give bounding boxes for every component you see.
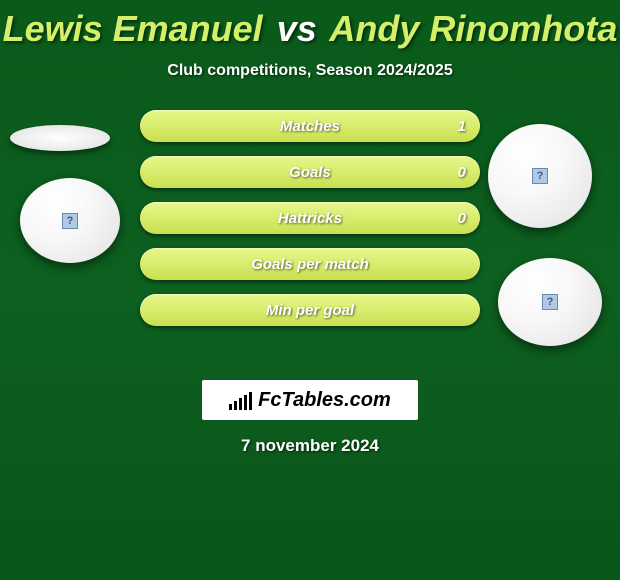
stats-area: Matches 1 Goals 0 Hattricks 0 Goals per … [0, 110, 620, 360]
stat-value-right: 0 [458, 210, 466, 227]
stat-row-gpm: Goals per match [140, 248, 480, 280]
stat-label: Goals [289, 164, 331, 181]
stat-label: Hattricks [278, 210, 342, 227]
vs-text: vs [277, 8, 317, 49]
stat-bars: Matches 1 Goals 0 Hattricks 0 Goals per … [140, 110, 480, 340]
comparison-title: Lewis Emanuel vs Andy Rinomhota [0, 0, 620, 50]
snapshot-date: 7 november 2024 [0, 436, 620, 456]
logo-text: FcTables.com [258, 389, 391, 412]
logo-bars-icon [229, 390, 252, 410]
stat-value-right: 1 [458, 118, 466, 135]
stat-label: Min per goal [266, 302, 354, 319]
player1-name: Lewis Emanuel [3, 8, 263, 49]
stat-row-mpg: Min per goal [140, 294, 480, 326]
stat-label: Goals per match [251, 256, 369, 273]
stat-label: Matches [280, 118, 340, 135]
stat-row-goals: Goals 0 [140, 156, 480, 188]
fctables-logo: FcTables.com [202, 380, 418, 420]
stat-row-hattricks: Hattricks 0 [140, 202, 480, 234]
stat-value-right: 0 [458, 164, 466, 181]
player2-name: Andy Rinomhota [329, 8, 617, 49]
stat-row-matches: Matches 1 [140, 110, 480, 142]
subtitle: Club competitions, Season 2024/2025 [0, 62, 620, 80]
